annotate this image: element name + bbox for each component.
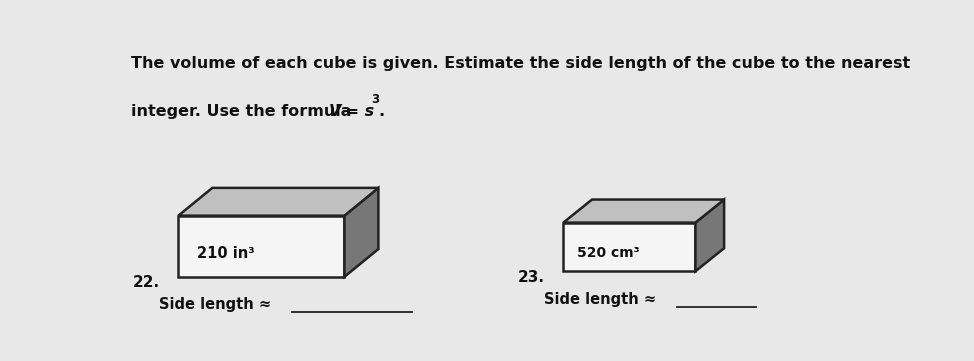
Polygon shape <box>563 200 724 223</box>
Polygon shape <box>178 216 345 277</box>
Text: integer. Use the formula: integer. Use the formula <box>131 104 356 119</box>
Polygon shape <box>695 200 724 271</box>
Text: 210 in³: 210 in³ <box>197 246 255 261</box>
Text: = s: = s <box>340 104 374 119</box>
Text: 22.: 22. <box>132 275 160 291</box>
Text: Side length ≈: Side length ≈ <box>544 292 656 306</box>
Text: 23.: 23. <box>517 270 544 285</box>
Text: The volume of each cube is given. Estimate the side length of the cube to the ne: The volume of each cube is given. Estima… <box>131 56 910 71</box>
Text: Side length ≈: Side length ≈ <box>160 297 272 312</box>
Polygon shape <box>345 188 378 277</box>
Polygon shape <box>563 223 695 271</box>
Polygon shape <box>178 188 378 216</box>
Text: 520 cm³: 520 cm³ <box>577 246 640 260</box>
Text: 3: 3 <box>371 93 379 106</box>
Text: V: V <box>328 104 341 119</box>
Text: .: . <box>378 104 385 119</box>
